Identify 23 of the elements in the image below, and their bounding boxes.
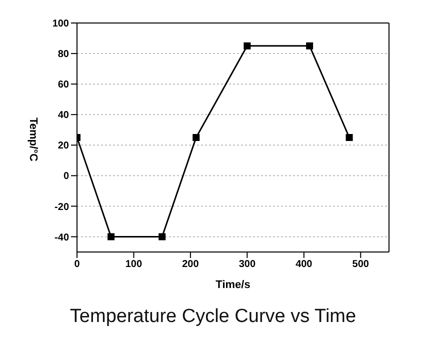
x-tick-label: 0 [74,259,80,270]
x-tick-label: 300 [238,259,256,270]
y-tick-label: 40 [58,110,70,122]
point [108,233,115,240]
y-axis-title: Temp/°C [27,118,40,162]
y-tick-label: -40 [54,232,70,244]
x-tick-label: 100 [125,259,143,270]
x-tick-label: 500 [352,259,370,270]
point [306,42,314,50]
point [244,42,251,50]
x-tick-label: 200 [182,259,200,270]
point [346,134,353,141]
y-tick-label: 0 [63,171,70,182]
y-tick-label: 20 [58,140,70,152]
text: Temperature Cycle Curve vs Time [68,306,358,328]
y-tick-label: -20 [54,202,70,213]
y-tick-label: 60 [58,80,70,91]
point [158,233,166,240]
x-tick-label: 400 [296,259,313,270]
point [192,134,200,141]
y-tick-label: 80 [58,49,70,60]
y-tick-label: 100 [52,18,70,30]
x-axis-title: Time/s [216,279,250,291]
